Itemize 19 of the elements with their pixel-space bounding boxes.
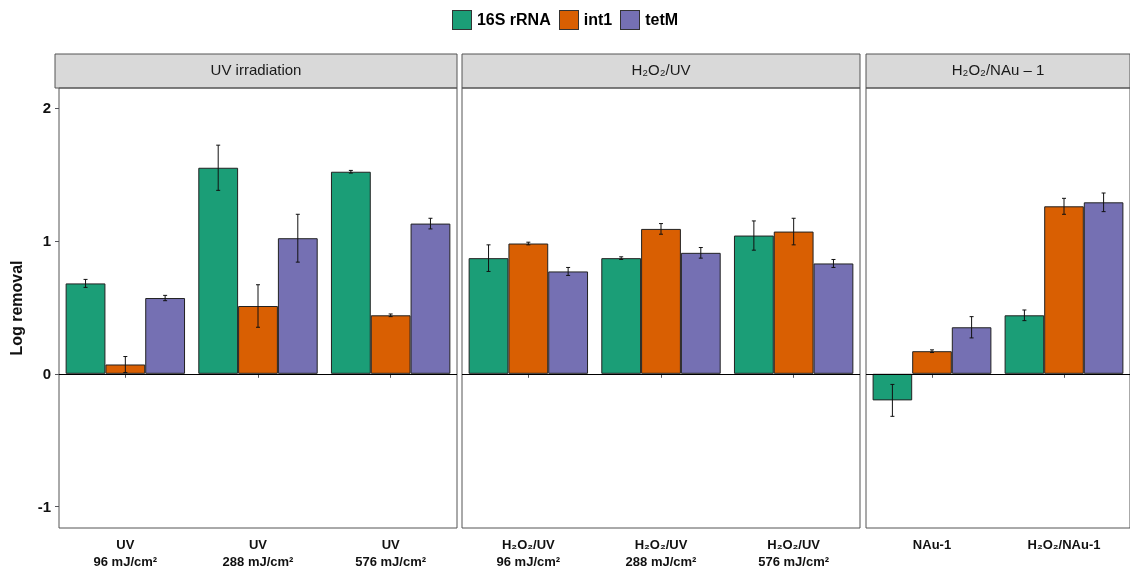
x-tick-label: H₂O₂/NAu-1: [1027, 537, 1101, 552]
chart-title: UV irradiation: [210, 61, 302, 78]
y-tick-label: 0: [42, 365, 51, 383]
x-tick-label: UV 576 mJ/cm²: [355, 537, 427, 569]
chart-title: H₂O₂/NAu – 1: [951, 61, 1045, 78]
y-tick-label: 2: [42, 99, 51, 117]
legend-label: tetM: [645, 11, 679, 29]
legend-label: int1: [583, 11, 613, 29]
y-tick-label: -1: [37, 498, 51, 516]
x-tick-label: H₂O₂/UV 96 mJ/cm²: [496, 537, 561, 569]
legend-label: 16S rRNA: [476, 11, 551, 29]
x-tick-label: H₂O₂/UV 288 mJ/cm²: [625, 537, 698, 569]
x-tick-label: UV 288 mJ/cm²: [222, 537, 295, 569]
y-tick-label: 1: [42, 232, 51, 250]
chart-title: H₂O₂/UV: [631, 61, 691, 78]
x-tick-label: NAu-1: [912, 537, 952, 552]
y-axis-title: Log removal: [7, 260, 25, 356]
x-tick-label: H₂O₂/UV 576 mJ/cm²: [758, 537, 830, 569]
x-tick-label: UV 96 mJ/cm²: [93, 537, 158, 569]
